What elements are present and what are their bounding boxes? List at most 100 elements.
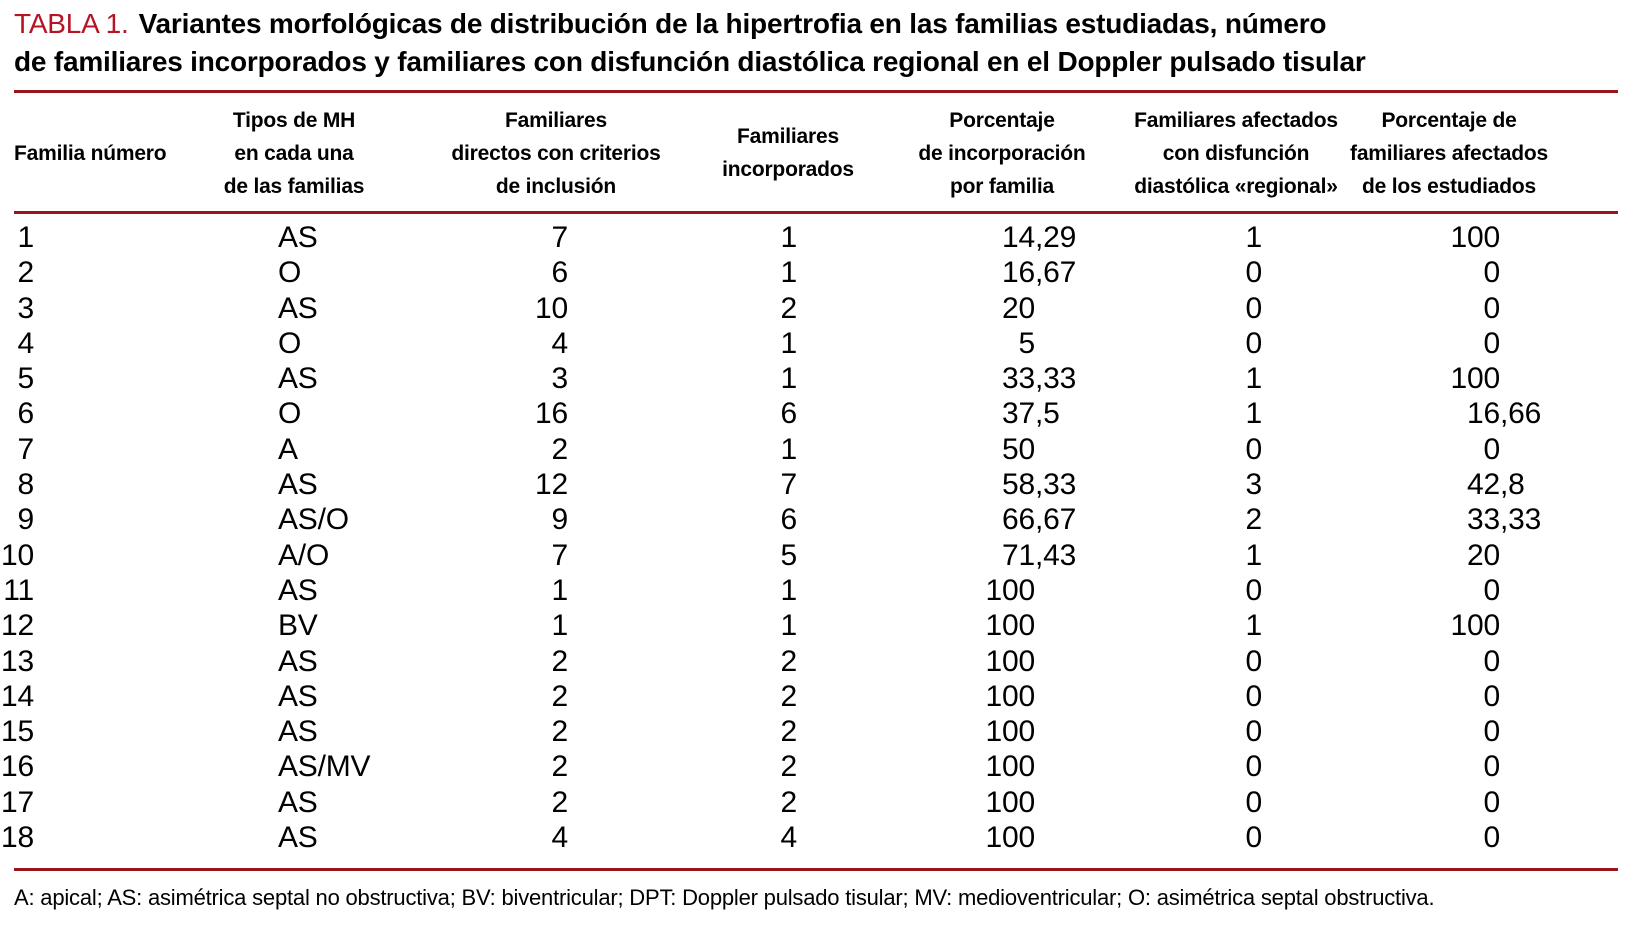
cell-value: 6 (551, 256, 569, 290)
cell-value: 3 (1245, 468, 1263, 502)
cell-value: 9 (17, 503, 35, 537)
cell-value-decimals: ,8 (1500, 468, 1525, 502)
cell-value: 66 (1002, 503, 1035, 537)
abbreviations-footnote: A: apical; AS: asimétrica septal no obst… (14, 885, 1435, 910)
column-header-label: Porcentaje de familiares afectados de lo… (1350, 108, 1548, 198)
cell-value: 0 (1245, 750, 1263, 784)
cell-value: 9 (551, 503, 569, 537)
cell-value: 58 (1002, 468, 1035, 502)
cell-value: 2 (780, 291, 798, 325)
cell-value: 2 (551, 644, 569, 678)
table-row: 16 AS/MV 2 2 100 0 0 (0, 749, 1632, 784)
cell-value: 0 (1483, 785, 1501, 819)
cell-value-decimals: ,43 (1035, 538, 1077, 572)
cell-value: 2 (551, 679, 569, 713)
cell-value: 100 (985, 609, 1036, 643)
cell-value: 0 (1245, 821, 1263, 855)
cell-value: 100 (985, 644, 1036, 678)
cell-mh-type: AS (278, 821, 318, 855)
cell-value: 0 (1245, 573, 1263, 607)
cell-value: 14 (1002, 221, 1035, 254)
table-body: 1 AS 7 1 14,29 1 100 2 O 6 1 16,67 0 0 3 AS 10 2 20 0 0 4 O 4 1 5… (0, 220, 1632, 855)
table-row: 12 BV 1 1 100 1 100 (0, 608, 1632, 643)
cell-mh-type: O (278, 256, 302, 290)
cell-value: 0 (1483, 750, 1501, 784)
table-row: 9 AS/O 9 6 66,67 2 33,33 (0, 502, 1632, 537)
column-header-tipos_de_mh: Tipos de MH en cada una de las familias (194, 98, 394, 208)
cell-value: 16 (1467, 397, 1500, 431)
cell-value: 1 (17, 221, 35, 254)
cell-value: 0 (1483, 256, 1501, 290)
table-row: 15 AS 2 2 100 0 0 (0, 714, 1632, 749)
cell-value: 100 (1450, 609, 1501, 643)
cell-mh-type: AS (278, 221, 318, 254)
cell-value: 2 (1245, 503, 1263, 537)
cell-value: 100 (985, 573, 1036, 607)
table-row: 8 AS 12 7 58,33 3 42,8 (0, 467, 1632, 502)
cell-value: 1 (780, 573, 798, 607)
cell-mh-type: AS (278, 715, 318, 749)
cell-value: 2 (551, 750, 569, 784)
cell-value: 0 (1483, 715, 1501, 749)
cell-value: 2 (780, 750, 798, 784)
table-row: 5 AS 3 1 33,33 1 100 (0, 361, 1632, 396)
cell-value: 0 (1483, 644, 1501, 678)
cell-mh-type: AS (278, 573, 318, 607)
cell-value: 100 (1450, 362, 1501, 396)
cell-value: 6 (17, 397, 35, 431)
cell-value: 7 (780, 468, 798, 502)
cell-mh-type: BV (278, 609, 318, 643)
column-header-porcentaje_afectados: Porcentaje de familiares afectados de lo… (1339, 98, 1559, 208)
cell-value: 16 (1, 750, 34, 784)
column-header-label: Tipos de MH en cada una de las familias (223, 108, 365, 198)
cell-value: 15 (1, 715, 34, 749)
cell-value: 1 (1245, 397, 1263, 431)
cell-value: 42 (1467, 468, 1500, 502)
cell-mh-type: A (278, 432, 298, 466)
cell-value: 8 (17, 468, 35, 502)
cell-value: 20 (1002, 291, 1035, 325)
table-row: 13 AS 2 2 100 0 0 (0, 644, 1632, 679)
cell-value: 33 (1467, 503, 1500, 537)
cell-value-decimals: ,29 (1035, 221, 1077, 254)
cell-value: 3 (17, 291, 35, 325)
cell-value: 0 (1483, 821, 1501, 855)
table-row: 18 AS 4 4 100 0 0 (0, 820, 1632, 855)
table-title-text: Variantes morfológicas de distribución d… (14, 8, 1366, 77)
cell-value: 16 (1002, 256, 1035, 290)
cell-value: 4 (551, 821, 569, 855)
cell-value: 2 (780, 785, 798, 819)
cell-value: 100 (985, 785, 1036, 819)
cell-value: 2 (780, 715, 798, 749)
cell-value-decimals: ,66 (1500, 397, 1542, 431)
cell-value: 100 (985, 821, 1036, 855)
column-header-label: Familiares directos con criterios de inc… (451, 108, 661, 198)
column-header-label: Familiares afectados con disfunción dias… (1134, 108, 1338, 198)
table-row: 2 O 6 1 16,67 0 0 (0, 255, 1632, 290)
cell-value: 1 (1245, 362, 1263, 396)
cell-value: 1 (551, 609, 569, 643)
cell-mh-type: AS (278, 679, 318, 713)
column-header-familiares_incorporados: Familiares incorporados (688, 98, 888, 208)
cell-value: 2 (780, 679, 798, 713)
cell-value: 4 (17, 326, 35, 360)
table-row: 3 AS 10 2 20 0 0 (0, 291, 1632, 326)
cell-mh-type: AS (278, 291, 318, 325)
table-row: 14 AS 2 2 100 0 0 (0, 679, 1632, 714)
table-row: 6 O 16 6 37,5 1 16,66 (0, 396, 1632, 431)
cell-value: 5 (1018, 326, 1036, 360)
cell-value: 13 (1, 644, 34, 678)
cell-value: 71 (1002, 538, 1035, 572)
table-row: 17 AS 2 2 100 0 0 (0, 785, 1632, 820)
table-title: TABLA 1. Variantes morfológicas de distri… (14, 5, 1618, 81)
cell-value: 5 (17, 362, 35, 396)
table-row: 11 AS 1 1 100 0 0 (0, 573, 1632, 608)
cell-value: 50 (1002, 432, 1035, 466)
cell-value-decimals: ,5 (1035, 397, 1060, 431)
cell-mh-type: AS/O (278, 503, 349, 537)
cell-value: 6 (780, 503, 798, 537)
column-header-label: Familiares incorporados (722, 125, 854, 181)
cell-mh-type: A/O (278, 538, 330, 572)
cell-value: 6 (780, 397, 798, 431)
cell-mh-type: O (278, 397, 302, 431)
